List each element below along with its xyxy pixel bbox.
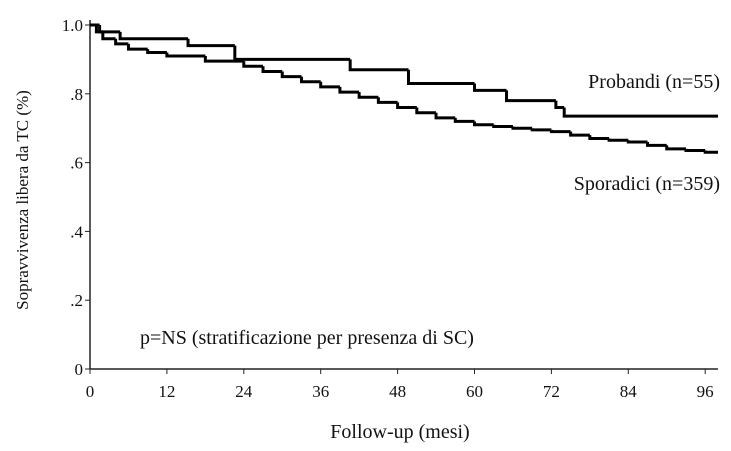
survival-step xyxy=(146,49,167,55)
annotation: p=NS (stratificazione per presenza di SC… xyxy=(140,327,474,349)
survival-step xyxy=(114,38,129,46)
x-tick-label: 84 xyxy=(620,382,638,401)
survival-step xyxy=(406,69,475,85)
survival-step xyxy=(101,31,116,41)
survival-step xyxy=(118,31,189,41)
survival-step xyxy=(569,131,590,137)
survival-step xyxy=(554,100,565,110)
y-tick-label: 0 xyxy=(75,360,84,379)
survival-step xyxy=(165,52,206,58)
survival-step xyxy=(646,141,667,147)
survival-step xyxy=(319,81,340,89)
survival-step xyxy=(665,145,686,151)
legend-label: Sporadici (n=359) xyxy=(574,173,720,195)
survival-step xyxy=(376,97,398,104)
survival-step xyxy=(588,135,610,141)
y-tick-label: .8 xyxy=(70,85,83,104)
survival-step xyxy=(703,150,718,154)
survival-step xyxy=(415,107,437,115)
y-tick-label: .4 xyxy=(70,222,83,241)
survival-step xyxy=(626,140,648,144)
y-tick-label: .2 xyxy=(70,291,83,310)
survival-step xyxy=(299,76,321,84)
survival-step xyxy=(434,112,456,120)
survival-step xyxy=(357,92,379,99)
survival-step xyxy=(607,138,629,142)
survival-step xyxy=(684,148,706,153)
survival-step xyxy=(562,107,718,118)
survival-step xyxy=(126,43,148,51)
x-tick-label: 72 xyxy=(543,382,560,401)
legend-label: Probandi (n=55) xyxy=(588,71,720,93)
y-tick-label: .6 xyxy=(70,154,83,173)
y-tick-label: 1.0 xyxy=(62,16,83,35)
y-axis-label: Sopravvivenza libera da TC (%) xyxy=(13,90,32,310)
survival-step xyxy=(472,83,507,92)
survival-step xyxy=(186,38,235,48)
survival-step xyxy=(338,86,360,94)
x-tick-label: 48 xyxy=(389,382,406,401)
survival-step xyxy=(511,126,533,130)
x-axis-label: Follow-up (mesi) xyxy=(330,421,469,443)
survival-step xyxy=(396,102,417,110)
survival-step xyxy=(94,25,103,34)
survival-step xyxy=(472,121,494,127)
survival-step xyxy=(242,61,264,68)
x-tick-label: 60 xyxy=(466,382,483,401)
survival-step xyxy=(549,129,571,134)
survival-step xyxy=(280,71,302,79)
x-tick-label: 96 xyxy=(697,382,714,401)
x-tick-label: 0 xyxy=(86,382,95,401)
x-tick-label: 12 xyxy=(158,382,175,401)
survival-step xyxy=(492,124,513,128)
survival-step xyxy=(453,117,475,123)
x-tick-label: 36 xyxy=(312,382,329,401)
survival-step xyxy=(203,55,244,63)
survival-step xyxy=(261,66,283,73)
survival-step xyxy=(233,45,351,61)
x-tick-label: 24 xyxy=(235,382,253,401)
survival-step xyxy=(505,90,556,103)
survival-step xyxy=(348,59,409,72)
survival-step xyxy=(530,128,552,132)
